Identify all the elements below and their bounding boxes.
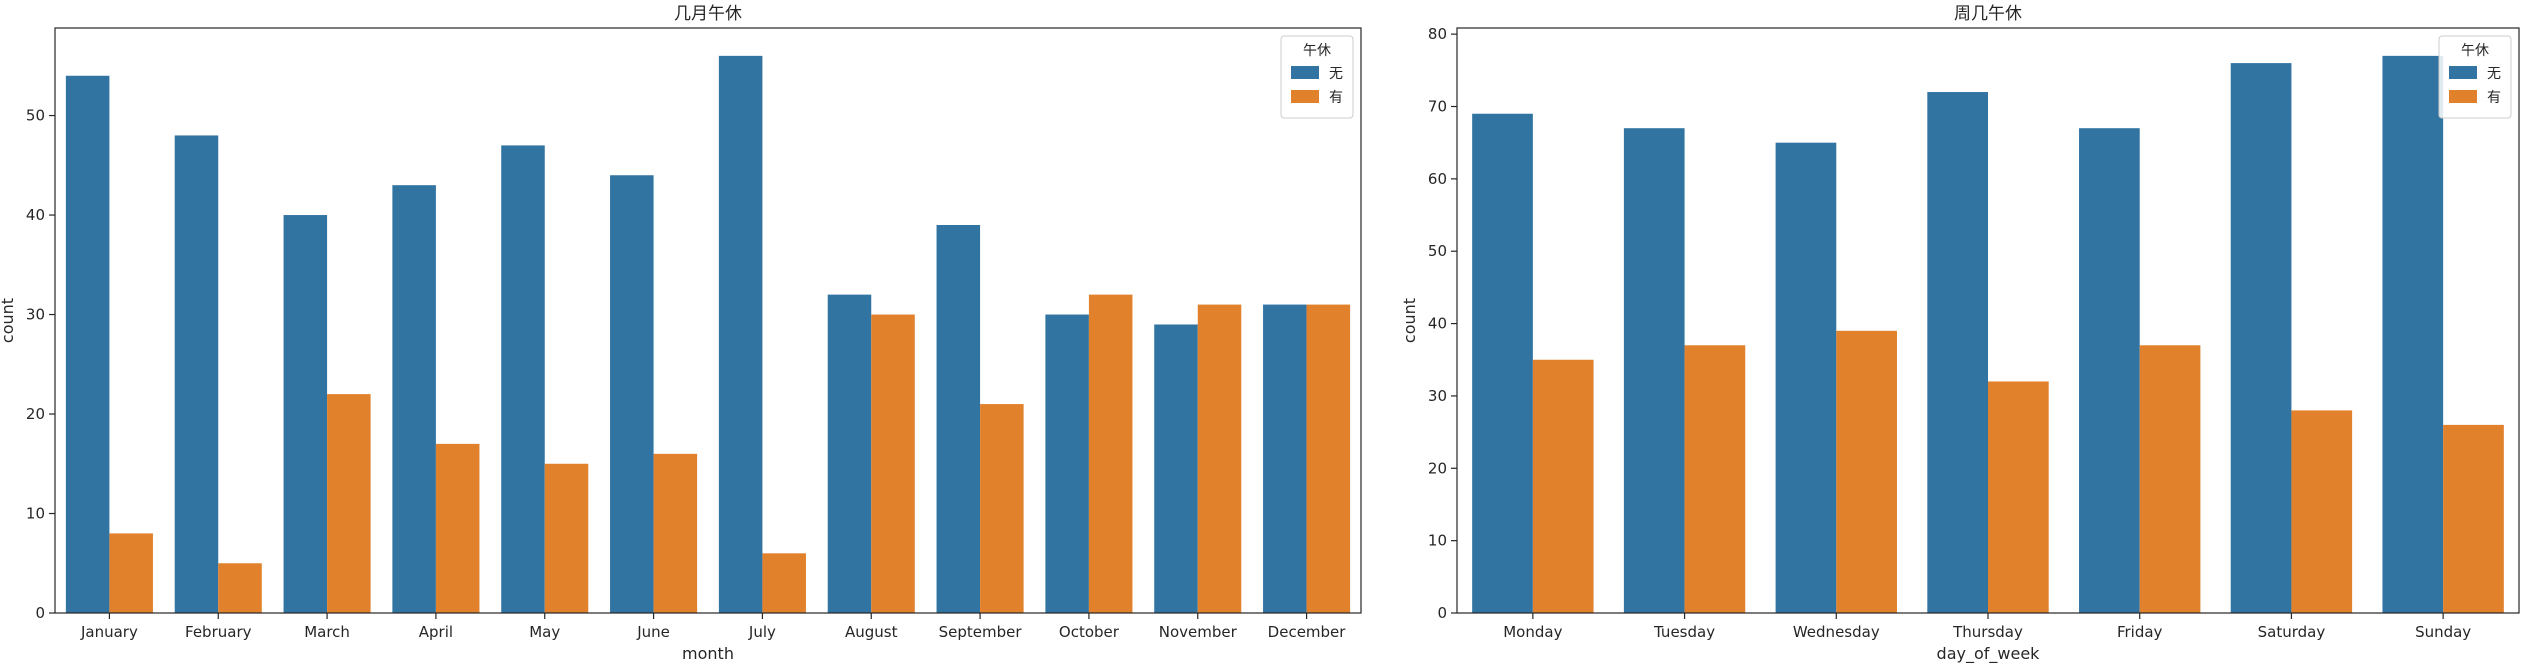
x-tick-label: August xyxy=(845,623,898,641)
bar-may-series-0 xyxy=(501,145,545,613)
x-tick-label: October xyxy=(1059,623,1120,641)
legend-swatch-series-0 xyxy=(2449,66,2477,79)
legend-swatch-series-1 xyxy=(1291,90,1319,103)
y-tick-label: 0 xyxy=(1437,604,1447,622)
x-tick-label: June xyxy=(636,623,670,641)
bar-december-series-1 xyxy=(1306,304,1351,613)
bar-september-series-1 xyxy=(980,404,1024,613)
bar-october-series-1 xyxy=(1088,294,1133,613)
y-tick-label: 30 xyxy=(26,306,45,324)
y-tick-label: 10 xyxy=(1428,532,1447,550)
legend-label-series-0: 无 xyxy=(1329,66,1343,82)
y-tick-label: 80 xyxy=(1428,25,1447,43)
y-axis-label: count xyxy=(0,298,17,343)
bar-tuesday-series-0 xyxy=(1623,128,1685,613)
bar-february-series-1 xyxy=(218,563,262,613)
bar-monday-series-1 xyxy=(1532,359,1594,613)
bar-tuesday-series-1 xyxy=(1684,345,1746,613)
x-tick-label: March xyxy=(304,623,350,641)
legend-title: 午休 xyxy=(1303,43,1331,59)
bar-friday-series-1 xyxy=(2139,345,2201,613)
x-axis-label: day_of_week xyxy=(1937,644,2041,664)
y-tick-label: 70 xyxy=(1428,98,1447,116)
y-axis-label: count xyxy=(1400,298,1419,343)
bar-friday-series-0 xyxy=(2079,128,2140,613)
legend-label-series-1: 有 xyxy=(1329,90,1343,106)
bar-sunday-series-0 xyxy=(2382,55,2444,614)
x-tick-label: July xyxy=(748,623,776,641)
chart-panel-0: 0 10 20 30 40 50 January February March April May J… xyxy=(0,4,1362,663)
x-axis-label: month xyxy=(682,644,734,663)
bar-november-series-1 xyxy=(1197,304,1242,613)
bar-august-series-1 xyxy=(871,314,915,613)
bar-wednesday-series-0 xyxy=(1775,142,1837,613)
bar-saturday-series-0 xyxy=(2230,63,2292,613)
bar-march-series-1 xyxy=(327,394,371,613)
bar-july-series-0 xyxy=(718,55,763,614)
y-tick-label: 60 xyxy=(1428,170,1447,188)
x-tick-label: Wednesday xyxy=(1793,623,1880,641)
bar-august-series-0 xyxy=(827,294,872,613)
bar-april-series-1 xyxy=(435,443,480,613)
y-tick-label: 20 xyxy=(1428,459,1447,477)
bar-september-series-0 xyxy=(936,224,981,614)
x-tick-label: November xyxy=(1159,623,1238,641)
bar-november-series-0 xyxy=(1154,324,1198,613)
x-tick-label: April xyxy=(419,623,453,641)
x-tick-label: Friday xyxy=(2117,623,2163,641)
bar-sunday-series-1 xyxy=(2443,424,2504,613)
bar-june-series-1 xyxy=(653,453,698,613)
y-tick-label: 10 xyxy=(26,505,45,523)
y-tick-label: 50 xyxy=(26,107,45,125)
legend-swatch-series-0 xyxy=(1291,66,1319,79)
bar-saturday-series-1 xyxy=(2291,410,2353,613)
x-tick-label: September xyxy=(939,623,1023,641)
x-tick-label: Saturday xyxy=(2258,623,2326,641)
x-tick-label: Monday xyxy=(1503,623,1562,641)
bar-february-series-0 xyxy=(174,135,219,613)
x-tick-label: Thursday xyxy=(1952,623,2023,641)
bar-july-series-1 xyxy=(762,553,806,613)
bar-monday-series-0 xyxy=(1472,113,1533,614)
x-tick-label: May xyxy=(529,623,560,641)
bar-june-series-0 xyxy=(610,175,654,614)
legend-label-series-1: 有 xyxy=(2487,90,2501,106)
x-tick-label: January xyxy=(80,623,138,641)
axes-frame xyxy=(54,27,1362,614)
y-tick-label: 30 xyxy=(1428,387,1447,405)
legend-swatch-series-1 xyxy=(2449,90,2477,103)
x-tick-label: Tuesday xyxy=(1653,623,1715,641)
bar-may-series-1 xyxy=(544,463,589,613)
bar-december-series-0 xyxy=(1263,304,1307,613)
bar-april-series-0 xyxy=(392,185,436,613)
bar-january-series-1 xyxy=(109,533,153,613)
legend-label-series-0: 无 xyxy=(2487,66,2501,82)
bar-thursday-series-1 xyxy=(1988,381,2049,613)
bar-thursday-series-0 xyxy=(1927,92,1988,614)
bar-october-series-0 xyxy=(1045,314,1089,613)
chart-title: 周几午休 xyxy=(1954,4,2022,24)
y-tick-label: 40 xyxy=(26,206,45,224)
bar-wednesday-series-1 xyxy=(1836,330,1897,613)
legend-title: 午休 xyxy=(2461,43,2489,59)
x-tick-label: December xyxy=(1268,623,1347,641)
bar-march-series-0 xyxy=(283,215,328,614)
y-tick-label: 40 xyxy=(1428,315,1447,333)
x-tick-label: February xyxy=(185,623,252,641)
y-tick-label: 20 xyxy=(26,405,45,423)
y-tick-label: 50 xyxy=(1428,242,1447,260)
chart-panel-1: 0 10 20 30 40 50 60 70 80 Monday Tuesday Wednesday T… xyxy=(1400,4,2520,664)
y-tick-label: 0 xyxy=(35,604,45,622)
x-tick-label: Sunday xyxy=(2415,623,2471,641)
bar-january-series-0 xyxy=(65,75,110,613)
chart-title: 几月午休 xyxy=(674,4,742,24)
